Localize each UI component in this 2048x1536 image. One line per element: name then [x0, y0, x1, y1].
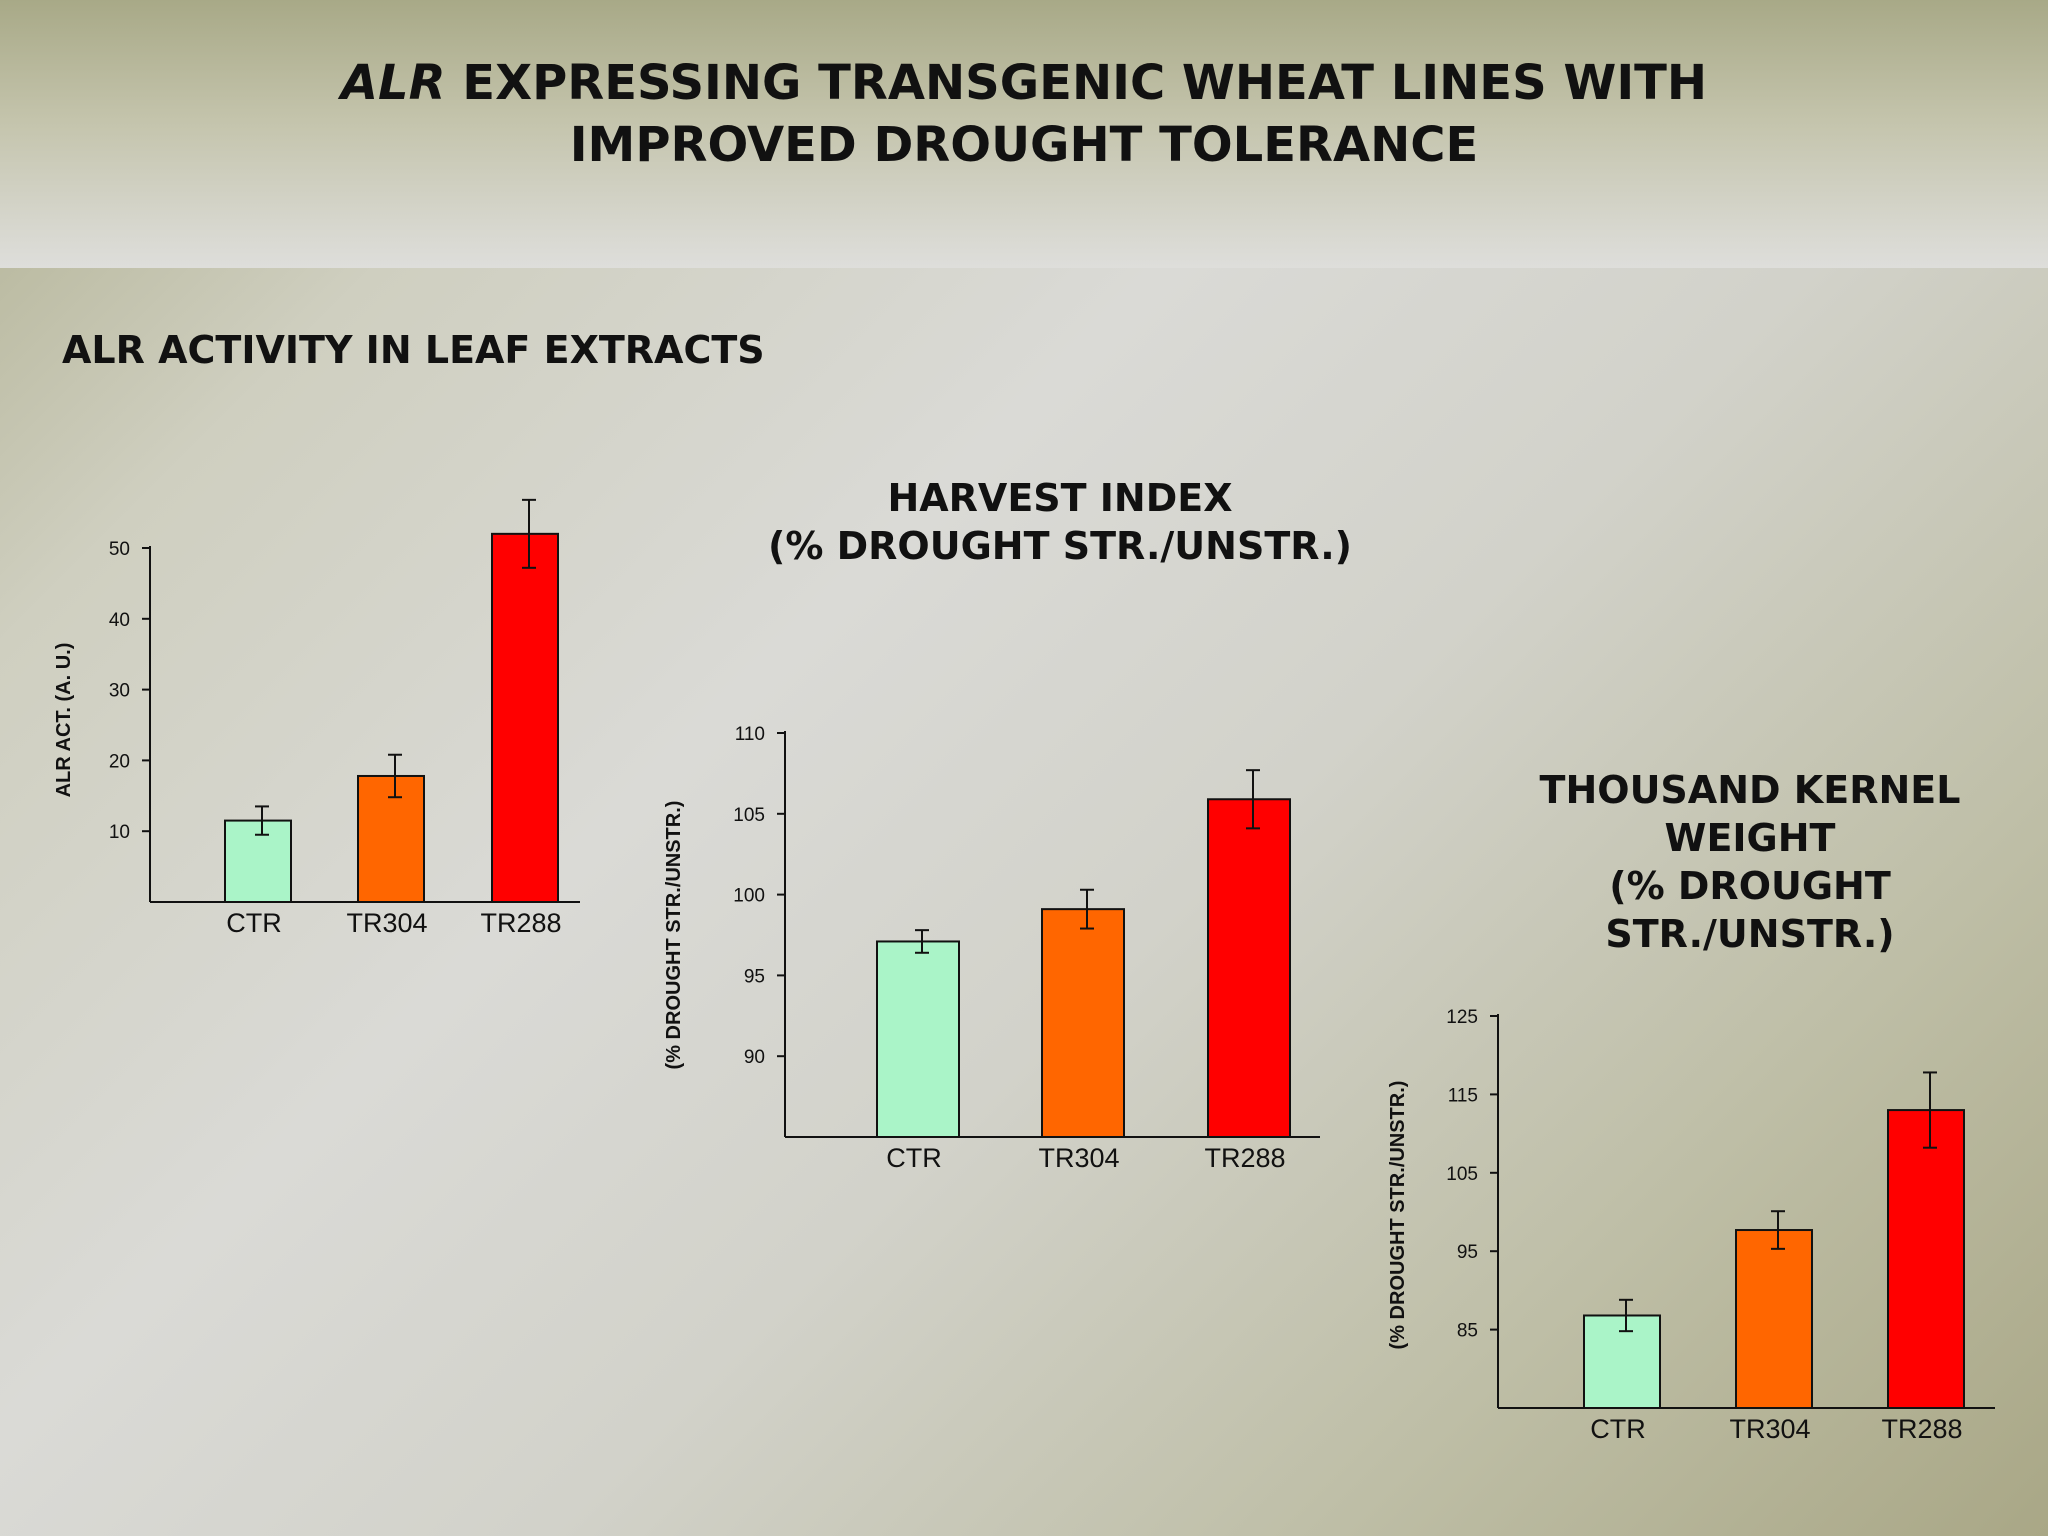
- harvest-index-category-label-ctr: CTR: [886, 1143, 942, 1173]
- tkw-bar-tr288: [1887, 1109, 1965, 1409]
- tkw-title-line-2: (% DROUGHT STR./UNSTR.): [1605, 864, 1895, 956]
- slide-title: ALR EXPRESSING TRANSGENIC WHEAT LINES WI…: [0, 52, 2048, 176]
- alr-y-tick-label: 40: [109, 610, 130, 631]
- tkw-y-tick-label: 115: [1448, 1085, 1478, 1106]
- harvest-index-title-line-2: (% DROUGHT STR./UNSTR.): [767, 524, 1353, 568]
- tkw-bar-ctr: [1583, 1314, 1661, 1410]
- tkw-title: THOUSAND KERNEL WEIGHT (% DROUGHT STR./U…: [1470, 766, 2030, 958]
- alr-chart: 10 20 30 40 50 ALR ACT. (A. U.) CTR TR304 TR288: [53, 498, 580, 938]
- harvest-index-y-axis-label: (% DROUGHT STR./UNSTR.): [663, 801, 685, 1070]
- harvest-index-category-label-tr288: TR288: [1204, 1143, 1285, 1173]
- tkw-chart: 85 95 105 115 125 (% DROUGHT STR./UNSTR.) CTR T…: [1387, 1007, 1995, 1444]
- alr-y-tick-label: 30: [109, 681, 130, 702]
- tkw-y-tick-label: 105: [1446, 1164, 1478, 1185]
- tkw-category-label-tr288: TR288: [1881, 1414, 1962, 1444]
- harvest-index-bar-ctr: [876, 940, 960, 1138]
- alr-section-heading: ALR ACTIVITY IN LEAF EXTRACTS: [62, 328, 765, 372]
- tkw-y-tick-label: 95: [1457, 1242, 1478, 1263]
- harvest-index-category-label-tr304: TR304: [1038, 1143, 1119, 1173]
- alr-y-tick-label: 50: [109, 539, 130, 560]
- slide-title-italic: ALR: [340, 55, 446, 111]
- tkw-category-label-ctr: CTR: [1590, 1414, 1646, 1444]
- alr-category-label-tr288: TR288: [480, 908, 561, 938]
- harvest-index-bar-tr304: [1041, 908, 1125, 1138]
- tkw-category-label-tr304: TR304: [1729, 1414, 1810, 1444]
- tkw-y-tick-label: 125: [1446, 1007, 1478, 1028]
- alr-y-tick-label: 20: [109, 751, 130, 772]
- alr-category-label-ctr: CTR: [226, 908, 282, 938]
- header-band: [0, 0, 2048, 268]
- harvest-index-y-tick-label: 100: [733, 886, 765, 907]
- harvest-index-bar-tr288: [1207, 798, 1291, 1138]
- alr-bar-tr304: [357, 774, 425, 904]
- harvest-index-y-tick-label: 105: [733, 805, 765, 826]
- slide-title-line-2: IMPROVED DROUGHT TOLERANCE: [569, 117, 1479, 173]
- alr-bar-ctr: [224, 819, 292, 904]
- harvest-index-y-tick-label: 90: [744, 1047, 765, 1068]
- alr-category-label-tr304: TR304: [346, 908, 427, 938]
- tkw-y-tick-label: 85: [1457, 1321, 1478, 1342]
- alr-y-axis-label: ALR ACT. (A. U.): [53, 643, 75, 798]
- slide-title-rest: EXPRESSING TRANSGENIC WHEAT LINES WITH: [445, 55, 1708, 111]
- harvest-index-title-line-1: HARVEST INDEX: [887, 476, 1233, 520]
- alr-y-tick-label: 10: [109, 822, 130, 843]
- harvest-index-y-tick-label: 95: [744, 966, 765, 987]
- harvest-index-chart: 90 95 100 105 110 (% DROUGHT STR./UNSTR.) CTR T…: [663, 724, 1320, 1173]
- alr-bar-tr288: [491, 532, 559, 904]
- harvest-index-title: HARVEST INDEX (% DROUGHT STR./UNSTR.): [760, 474, 1360, 570]
- tkw-bar-tr304: [1735, 1229, 1813, 1409]
- tkw-y-axis-label: (% DROUGHT STR./UNSTR.): [1387, 1081, 1409, 1350]
- harvest-index-y-tick-label: 110: [735, 724, 765, 745]
- slide-title-line-1: ALR EXPRESSING TRANSGENIC WHEAT LINES WI…: [0, 52, 2048, 114]
- tkw-title-line-1: THOUSAND KERNEL WEIGHT: [1539, 768, 1961, 860]
